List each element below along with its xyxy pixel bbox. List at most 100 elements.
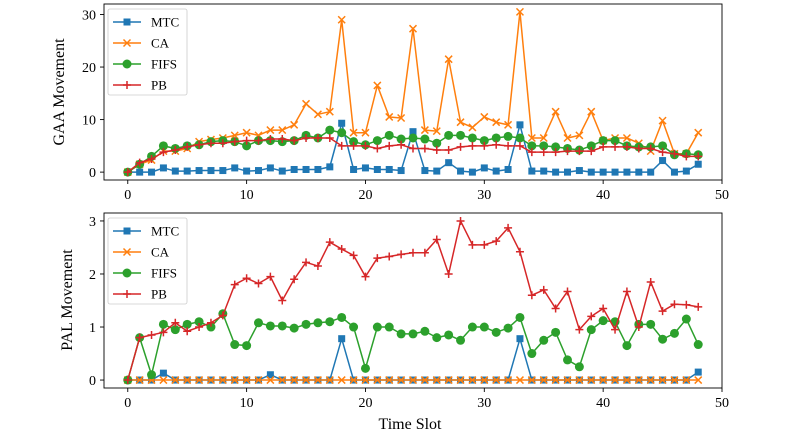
pal-legend-box: [107, 217, 188, 305]
gaa-series-layer: [123, 7, 703, 177]
data-point-pb: [266, 135, 275, 144]
data-point-fifs: [289, 323, 299, 333]
y-tick-label: 0: [89, 374, 96, 389]
data-point-pb: [563, 287, 572, 296]
data-point-mtc: [445, 159, 453, 167]
data-point-fifs: [598, 136, 608, 146]
data-point-ca: [444, 376, 453, 385]
data-point-pb: [622, 287, 631, 296]
data-point-fifs: [194, 317, 204, 327]
legend-circle-marker: [122, 268, 132, 278]
data-point-fifs: [574, 362, 584, 372]
data-point-fifs: [337, 128, 347, 138]
data-point-mtc: [302, 165, 310, 173]
data-point-fifs: [230, 340, 240, 350]
data-point-ca: [694, 376, 703, 385]
data-point-ca: [694, 128, 703, 137]
data-point-pb: [361, 141, 370, 150]
pal-ylabel: PAL Movement: [59, 249, 76, 351]
y-tick-label: 2: [89, 268, 96, 283]
data-point-fifs: [539, 335, 549, 345]
data-point-fifs: [598, 316, 608, 326]
data-point-pb: [480, 141, 489, 150]
data-point-ca: [206, 376, 215, 385]
data-point-mtc: [433, 167, 441, 175]
data-point-mtc: [682, 167, 690, 175]
data-point-pb: [337, 245, 346, 254]
data-point-ca: [254, 376, 263, 385]
data-point-pb: [504, 141, 513, 150]
data-point-pb: [397, 250, 406, 259]
data-point-ca: [373, 81, 382, 90]
data-point-fifs: [456, 335, 466, 345]
legend-label-fifs: FIFS: [151, 266, 177, 281]
data-point-mtc: [468, 168, 476, 176]
data-point-pb: [123, 168, 132, 177]
data-point-ca: [658, 376, 667, 385]
data-point-ca: [527, 133, 536, 143]
data-point-pb: [230, 137, 239, 146]
data-point-fifs: [182, 319, 192, 329]
data-point-fifs: [479, 322, 489, 332]
data-point-fifs: [515, 312, 525, 322]
data-point-pb: [539, 285, 548, 294]
data-point-mtc: [659, 157, 667, 165]
series-ca: [123, 376, 703, 385]
data-point-pb: [658, 148, 667, 157]
data-point-pb: [218, 139, 227, 148]
data-point-mtc: [373, 165, 381, 173]
data-point-mtc: [599, 168, 607, 176]
y-tick-label: 10: [82, 114, 96, 129]
data-point-ca: [504, 120, 513, 129]
series-pb: [123, 133, 703, 177]
data-point-ca: [159, 376, 168, 385]
data-point-pb: [325, 133, 334, 142]
data-point-mtc: [350, 165, 358, 173]
data-point-pb: [183, 327, 192, 336]
data-point-pb: [409, 248, 417, 257]
data-point-ca: [658, 116, 667, 125]
data-point-ca: [230, 376, 239, 385]
data-point-ca: [385, 112, 394, 121]
data-point-pb: [266, 272, 275, 281]
data-point-ca: [325, 107, 334, 116]
data-point-ca: [195, 376, 204, 385]
data-point-pb: [218, 311, 227, 320]
data-point-fifs: [158, 141, 168, 151]
data-point-ca: [337, 15, 346, 24]
data-point-ca: [468, 376, 477, 385]
data-point-fifs: [384, 322, 394, 332]
data-point-pb: [492, 237, 501, 246]
data-point-fifs: [277, 321, 287, 331]
gaa-legend: MTC CA FIFS PB: [107, 8, 188, 96]
data-point-pb: [349, 251, 358, 260]
data-point-pb: [397, 140, 406, 149]
data-point-fifs: [420, 326, 430, 336]
x-tick-label: 30: [477, 188, 491, 203]
data-point-mtc: [326, 163, 334, 171]
series-line-mtc: [127, 337, 699, 381]
legend-entry-ca: CA: [113, 245, 170, 260]
legend-x-marker: [122, 247, 132, 257]
data-point-pb: [515, 141, 524, 150]
data-point-mtc: [421, 167, 429, 175]
data-point-ca: [432, 127, 441, 136]
legend-entry-mtc: MTC: [113, 224, 179, 239]
data-point-ca: [385, 376, 394, 385]
data-point-pb: [468, 240, 477, 249]
data-point-ca: [171, 376, 180, 385]
data-point-fifs: [479, 136, 489, 146]
data-point-mtc: [457, 167, 465, 175]
data-point-ca: [218, 376, 227, 385]
data-point-ca: [325, 376, 334, 385]
x-tick-label: 50: [715, 396, 729, 411]
data-point-pb: [206, 139, 215, 148]
data-point-fifs: [337, 312, 347, 322]
data-point-ca: [290, 120, 299, 129]
data-point-pb: [230, 280, 239, 289]
y-tick-label: 3: [89, 215, 96, 230]
data-point-ca: [397, 113, 406, 123]
data-point-fifs: [527, 141, 537, 151]
data-point-mtc: [575, 167, 583, 175]
data-point-mtc: [243, 167, 251, 175]
